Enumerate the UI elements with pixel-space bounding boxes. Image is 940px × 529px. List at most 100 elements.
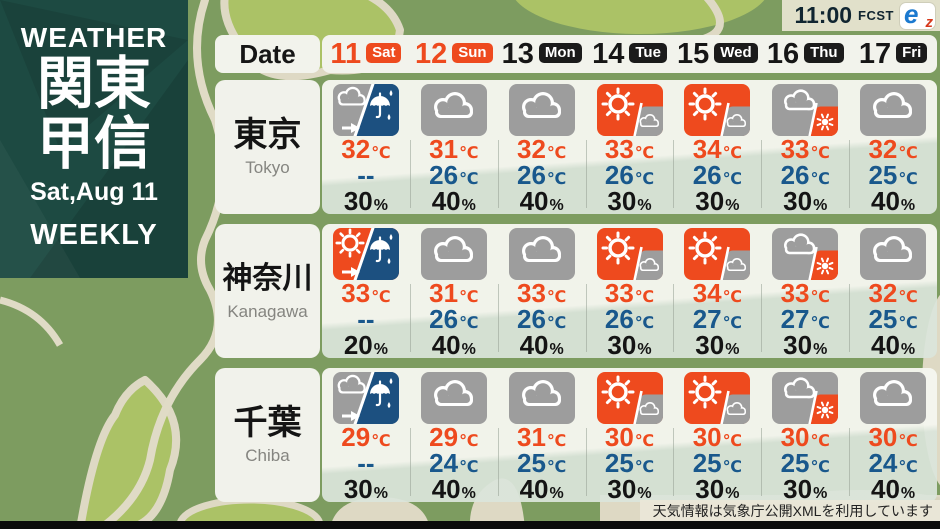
day-header-sun: 12 Sun (410, 35, 498, 73)
forecast-cell: 32 ℃ -- 30% (322, 80, 410, 214)
low-temp: -- (357, 448, 375, 478)
weather-icon-sun-then-cloud (684, 372, 751, 424)
day-header-thu: 16 Thu (761, 35, 849, 73)
low-temp: 26 ℃ (780, 160, 830, 190)
forecast-cell: 32 ℃ 26 ℃ 40% (497, 80, 586, 214)
high-temp: 32 ℃ (868, 134, 918, 164)
weather-icon-cloudy (860, 84, 927, 136)
bottom-bar (0, 521, 940, 529)
day-header-mon: 13 Mon (498, 35, 586, 73)
sidebar-facet-pattern (0, 0, 188, 278)
forecast-cell: 30 ℃ 25 ℃ 30% (585, 368, 674, 502)
weather-icon-cloud-then-rain (332, 84, 399, 136)
precip-probability: 40% (519, 186, 564, 214)
high-temp: 33 ℃ (341, 278, 391, 308)
forecast-fcst-label: FCST (858, 8, 894, 23)
high-temp: 30 ℃ (780, 422, 830, 452)
day-of-week-badge: Sun (452, 43, 493, 63)
low-temp: 25 ℃ (692, 448, 743, 478)
precip-probability: 30% (343, 474, 388, 502)
forecast-cell: 31 ℃ 26 ℃ 40% (409, 80, 498, 214)
precip-probability: 30% (783, 474, 828, 502)
weather-icon-sun-then-cloud (684, 228, 751, 280)
sidebar: WEATHER 関東 甲信 Sat,Aug 11 WEEKLY (0, 0, 188, 278)
high-temp: 32 ℃ (868, 278, 918, 308)
precip-probability: 30% (695, 186, 740, 214)
high-temp: 31 ℃ (517, 422, 567, 452)
day-of-week-badge: Wed (714, 43, 758, 63)
high-temp: 29 ℃ (429, 422, 479, 452)
low-temp: 26 ℃ (517, 160, 567, 190)
high-temp: 33 ℃ (604, 278, 655, 308)
day-number: 13 (501, 37, 534, 70)
forecast-cell: 34 ℃ 26 ℃ 30% (673, 80, 761, 214)
low-temp: 24 ℃ (868, 448, 918, 478)
high-temp: 29 ℃ (341, 422, 391, 452)
day-of-week-badge: Sat (366, 43, 402, 63)
high-temp: 30 ℃ (604, 422, 655, 452)
weather-icon-sun-then-cloud (596, 228, 663, 280)
weather-icon-cloudy (860, 228, 927, 280)
low-temp: 25 ℃ (780, 448, 830, 478)
low-temp: 26 ℃ (517, 304, 567, 334)
forecast-cell: 32 ℃ 25 ℃ 40% (849, 224, 937, 358)
precip-probability: 40% (431, 186, 476, 214)
precip-probability: 30% (695, 474, 740, 502)
forecast-row-kanagawa: 33 ℃ -- 20% 31 ℃ 26 ℃ 40% 33 ℃ 26 ℃ 40% (322, 224, 937, 358)
high-temp: 32 ℃ (341, 134, 391, 164)
prefecture-name-jp: 神奈川 (222, 262, 313, 295)
day-header-strip: 11 Sat 12 Sun 13 Mon 14 Tue 15 Wed 16 Thu 17 F… (322, 35, 937, 73)
weather-icon-sun-then-rain (332, 228, 399, 280)
forecast-cell: 33 ℃ 26 ℃ 30% (761, 80, 849, 214)
weather-icon-cloudy (860, 372, 927, 424)
weather-icon-cloudy (508, 372, 575, 424)
day-header-sat: 11 Sat (322, 35, 410, 73)
precip-probability: 40% (871, 186, 916, 214)
forecast-cell: 30 ℃ 24 ℃ 40% (849, 368, 937, 502)
prefecture-card-kanagawa: 神奈川 Kanagawa (215, 224, 320, 358)
low-temp: 26 ℃ (429, 160, 479, 190)
day-number: 14 (592, 37, 625, 70)
high-temp: 34 ℃ (692, 278, 743, 308)
precip-probability: 40% (519, 330, 564, 358)
day-header-wed: 15 Wed (673, 35, 761, 73)
forecast-cell: 31 ℃ 26 ℃ 40% (409, 224, 498, 358)
forecast-cell: 33 ℃ -- 20% (322, 224, 410, 358)
low-temp: 25 ℃ (868, 304, 918, 334)
high-temp: 34 ℃ (692, 134, 743, 164)
forecast-cell: 34 ℃ 27 ℃ 30% (673, 224, 761, 358)
forecast-cell: 30 ℃ 25 ℃ 30% (673, 368, 761, 502)
weather-icon-cloudy (420, 228, 487, 280)
prefecture-name-jp: 東京 (233, 116, 302, 154)
weather-icon-cloud-then-sun (772, 228, 839, 280)
high-temp: 30 ℃ (868, 422, 918, 452)
forecast-cell: 30 ℃ 25 ℃ 30% (761, 368, 849, 502)
day-header-tue: 14 Tue (586, 35, 674, 73)
precip-probability: 30% (783, 186, 828, 214)
sidebar-weekly-label: WEEKLY (30, 219, 158, 251)
low-temp: 25 ℃ (868, 160, 918, 190)
day-of-week-badge: Tue (629, 43, 667, 63)
day-number: 12 (414, 37, 448, 70)
low-temp: 24 ℃ (429, 448, 479, 478)
high-temp: 33 ℃ (780, 134, 830, 164)
precip-probability: 40% (871, 330, 916, 358)
precip-probability: 30% (607, 474, 652, 502)
low-temp: 26 ℃ (692, 160, 743, 190)
prefecture-card-chiba: 千葉 Chiba (215, 368, 320, 502)
low-temp: 25 ℃ (604, 448, 655, 478)
low-temp: 27 ℃ (780, 304, 830, 334)
day-number: 11 (330, 37, 362, 70)
precip-probability: 40% (431, 330, 476, 358)
forecast-cell: 33 ℃ 26 ℃ 30% (585, 80, 674, 214)
precip-probability: 40% (519, 474, 564, 502)
forecast-cell: 31 ℃ 25 ℃ 40% (497, 368, 586, 502)
forecast-cell: 32 ℃ 25 ℃ 40% (849, 80, 937, 214)
precip-probability: 30% (607, 330, 652, 358)
weather-icon-sun-then-cloud (684, 84, 751, 136)
forecast-cell: 33 ℃ 26 ℃ 30% (585, 224, 674, 358)
high-temp: 33 ℃ (780, 278, 830, 308)
prefecture-name-en: Chiba (245, 446, 290, 465)
forecast-time-bar: 11:00 FCST e z (782, 0, 940, 31)
